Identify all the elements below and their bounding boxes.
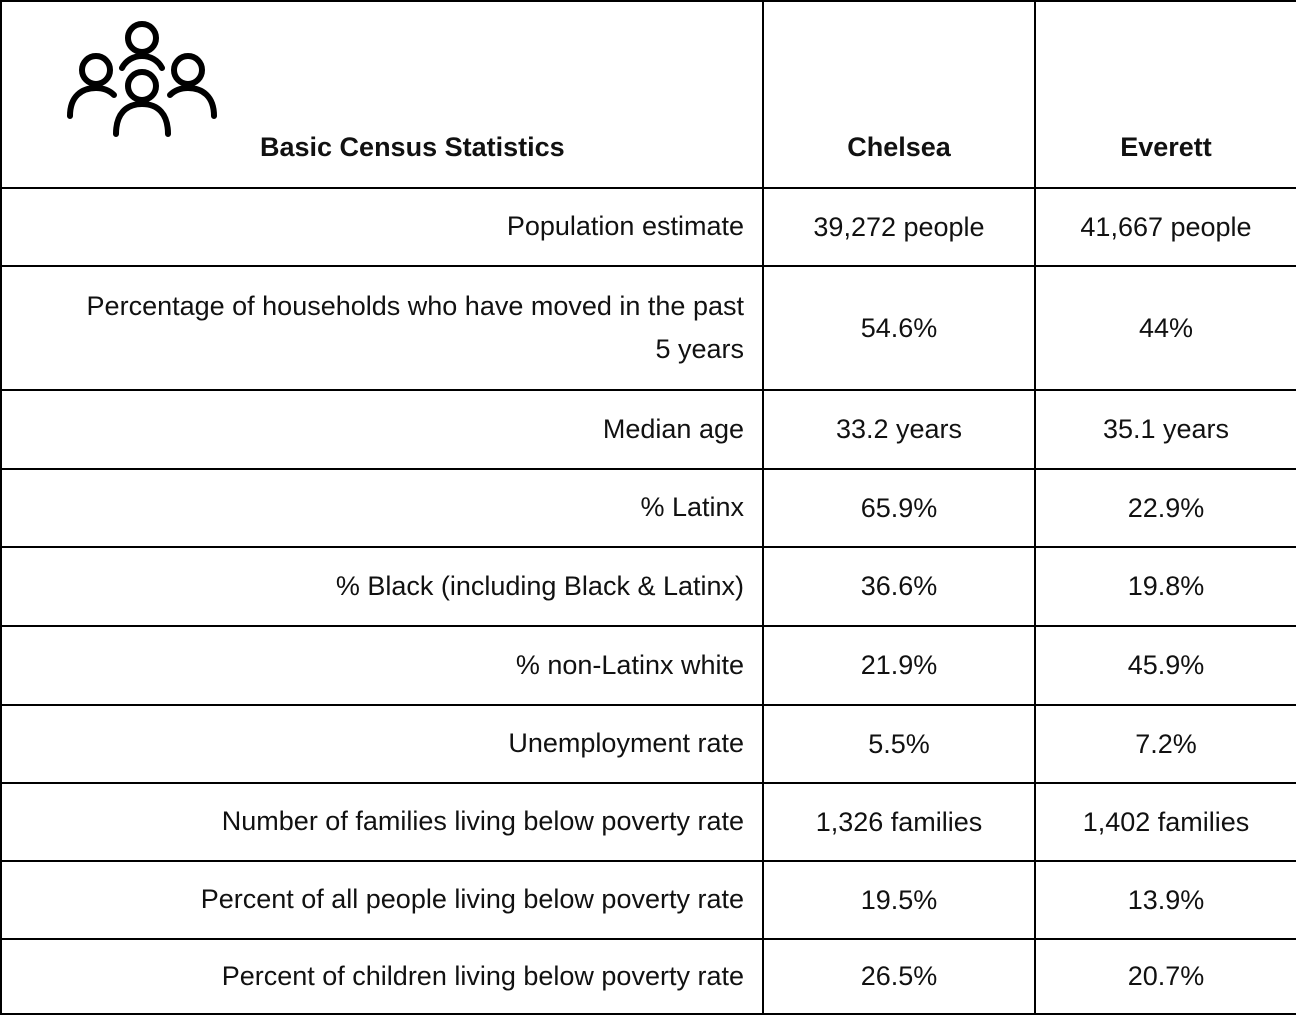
table-row: Median age 33.2 years 35.1 years [0,389,1296,470]
cell-value: 65.9% [762,468,1036,548]
row-label: Unemployment rate [0,704,764,784]
cell-value: 21.9% [762,625,1036,706]
table-row: % Black (including Black & Latinx) 36.6% 1… [0,546,1296,627]
cell-value: 33.2 years [762,389,1036,470]
cell-value: 36.6% [762,546,1036,627]
column-header: Chelsea [762,0,1036,189]
cell-value: 26.5% [762,938,1036,1015]
row-label: Number of families living below poverty … [0,782,764,862]
table-row: Percentage of households who have moved … [0,265,1296,391]
cell-value: 41,667 people [1034,187,1296,267]
row-label: % Latinx [0,468,764,548]
cell-value: 22.9% [1034,468,1296,548]
row-label: % non-Latinx white [0,625,764,706]
row-label: Population estimate [0,187,764,267]
header-title: Basic Census Statistics [260,132,565,162]
row-label: Percent of all people living below pover… [0,860,764,940]
table-row: Percent of all people living below pover… [0,860,1296,940]
cell-value: 54.6% [762,265,1036,391]
header-row: Basic Census Statistics Chelsea Everett [0,0,1296,189]
cell-value: 7.2% [1034,704,1296,784]
people-icon [67,21,217,137]
row-label: Percentage of households who have moved … [0,265,764,391]
cell-value: 19.8% [1034,546,1296,627]
cell-value: 20.7% [1034,938,1296,1015]
cell-value: 44% [1034,265,1296,391]
cell-value: 39,272 people [762,187,1036,267]
cell-value: 35.1 years [1034,389,1296,470]
cell-value: 45.9% [1034,625,1296,706]
cell-value: 1,402 families [1034,782,1296,862]
table-row: % Latinx 65.9% 22.9% [0,468,1296,548]
table-row: % non-Latinx white 21.9% 45.9% [0,625,1296,706]
row-label: Percent of children living below poverty… [0,938,764,1015]
header-title-cell: Basic Census Statistics [0,0,764,189]
cell-value: 13.9% [1034,860,1296,940]
table-row: Population estimate 39,272 people 41,667 p… [0,187,1296,267]
cell-value: 5.5% [762,704,1036,784]
cell-value: 19.5% [762,860,1036,940]
column-header: Everett [1034,0,1296,189]
cell-value: 1,326 families [762,782,1036,862]
row-label: % Black (including Black & Latinx) [0,546,764,627]
table-body: Population estimate 39,272 people 41,667 p… [0,187,1296,1015]
table-row: Number of families living below poverty … [0,782,1296,862]
table-row: Percent of children living below poverty… [0,938,1296,1015]
table-row: Unemployment rate 5.5% 7.2% [0,704,1296,784]
row-label: Median age [0,389,764,470]
